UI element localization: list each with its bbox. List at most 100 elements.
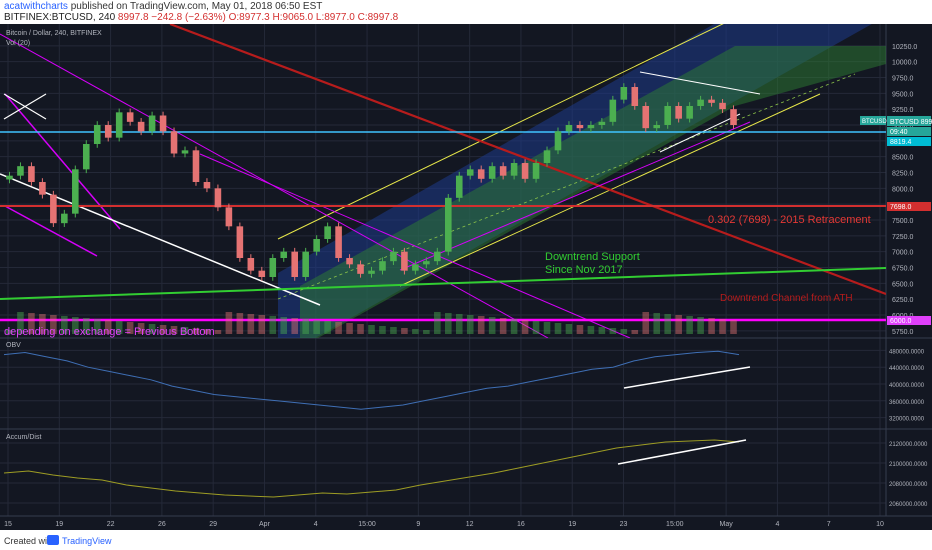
candle-body — [170, 131, 178, 154]
candle-body — [357, 264, 364, 274]
open-value: O:8977.3 — [228, 12, 270, 23]
tradingview-logo-icon — [47, 535, 59, 545]
volume-bars — [6, 312, 737, 334]
symbol-tag-bg — [860, 116, 886, 125]
price-tick-label: 7000.0 — [892, 250, 914, 257]
cyan-level-tag: 8819.4 — [890, 139, 912, 146]
main-title: Bitcoin / Dollar, 240, BITFINEX — [6, 30, 102, 37]
bottom-tag-bg — [887, 316, 931, 325]
candle-body — [104, 125, 112, 138]
volume-bar — [203, 329, 211, 334]
volume-bar — [434, 312, 441, 334]
volume-bar — [50, 315, 57, 334]
volume-bar — [565, 324, 573, 334]
volume-bar — [499, 318, 507, 334]
candle-body — [192, 150, 200, 182]
price-tick-label: 9000.0 — [892, 123, 914, 130]
volume-bar — [401, 328, 408, 334]
candle-body — [82, 144, 90, 170]
candle-body — [280, 251, 288, 258]
candle-body — [346, 258, 353, 265]
candle-body — [269, 258, 277, 277]
volume-bar — [159, 325, 167, 334]
ad-axis[interactable]: 2120000.0000 2100000.0000 2080000.0000 2060… — [889, 442, 928, 508]
candle-body — [477, 169, 485, 179]
author-link[interactable]: acatwithcharts — [4, 1, 68, 12]
indicator-tick-label: 2060000.0000 — [889, 502, 928, 508]
time-axis[interactable]: 15 19 22 26 29 Apr 4 15:00 9 12 16 19 23 15:00 May 4 7 10 — [4, 521, 884, 528]
obv-axis[interactable]: 480000.0000 440000.0000 400000.0000 360000.… — [889, 349, 925, 422]
volume-bar — [214, 330, 222, 334]
volume-bar — [598, 327, 606, 334]
indicator-tick-label: 360000.0000 — [889, 400, 925, 406]
time-tick-label: 10 — [876, 521, 884, 528]
price-tick-label: 7250.0 — [892, 234, 914, 241]
candle-body — [148, 115, 156, 132]
created-with-text: Created with — [4, 536, 55, 546]
time-tick-label: 19 — [55, 521, 63, 528]
published-text: published on TradingView.com, May 01, 20… — [67, 1, 323, 12]
candle-body — [214, 188, 222, 208]
countdown-tag-bg — [887, 127, 931, 136]
volume-bar — [390, 327, 397, 334]
candle-body — [401, 251, 408, 271]
time-tick-label: 23 — [620, 521, 628, 528]
volume-bar — [587, 326, 595, 334]
time-tick-label: May — [720, 521, 734, 528]
price-tick-label: 6500.0 — [892, 281, 914, 288]
candle-body — [609, 99, 617, 122]
candle-body — [236, 226, 244, 258]
volume-bar — [576, 325, 584, 334]
candle-body — [28, 166, 35, 182]
volume-bar — [697, 317, 704, 334]
magenta-trend-line — [399, 121, 751, 271]
volume-bar — [104, 320, 112, 334]
candle-body — [620, 87, 628, 100]
white-resistance-line — [639, 71, 761, 95]
price-tick-label: 10000.0 — [892, 60, 917, 67]
time-tick-label: 26 — [158, 521, 166, 528]
time-tick-label: 15 — [4, 521, 12, 528]
volume-bar — [543, 322, 551, 334]
previous-bottom-annotation: depending on exchange = Previous Bottom — [4, 326, 215, 338]
price-tick-label: 10250.0 — [892, 44, 917, 51]
magenta-trend-line — [199, 153, 631, 338]
retracement-tag: 7698.0 — [890, 204, 912, 211]
chart-area[interactable]: Bitcoin / Dollar, 240, BITFINEX Vol (20)… — [0, 24, 932, 530]
candle-body — [445, 197, 452, 252]
volume-bar — [82, 318, 90, 334]
volume-bar — [115, 321, 123, 334]
candle-body — [324, 226, 331, 239]
price-tick-label: 7500.0 — [892, 218, 914, 225]
volume-bar — [412, 329, 419, 334]
volume-bar — [609, 328, 617, 334]
candle-body — [499, 166, 507, 176]
volume-bar — [675, 315, 682, 334]
candle-body — [587, 125, 595, 129]
volume-bar — [72, 317, 79, 334]
volume-bar — [554, 323, 562, 334]
volume-bar — [719, 319, 726, 334]
downtrend-support-annotation-2: Since Nov 2017 — [545, 264, 623, 276]
candle-body — [379, 261, 386, 271]
low-value: L:8977.0 — [315, 12, 355, 23]
time-tick-label: 4 — [775, 521, 779, 528]
retracement-tag-bg — [887, 202, 931, 211]
price-tick-label: 5750.0 — [892, 329, 914, 336]
volume-bar — [708, 318, 715, 334]
candle-body — [247, 258, 255, 271]
volume-bar — [686, 316, 693, 334]
retracement-annotation: 0.302 (7698) - 2015 Retracement — [708, 214, 871, 226]
time-tick-label: 9 — [416, 521, 420, 528]
candle-body — [532, 163, 540, 179]
volume-bar — [335, 322, 342, 334]
tradingview-link[interactable]: TradingView — [62, 536, 112, 546]
volume-bar — [730, 320, 737, 334]
change-value: −242.8 (−2.63%) — [151, 12, 226, 23]
candle-body — [423, 261, 430, 265]
candle-body — [631, 87, 639, 106]
close-value: C:8997.8 — [357, 12, 399, 23]
channel-mid-line — [277, 73, 856, 300]
time-tick-label: 12 — [466, 521, 474, 528]
volume-bar — [455, 314, 463, 334]
